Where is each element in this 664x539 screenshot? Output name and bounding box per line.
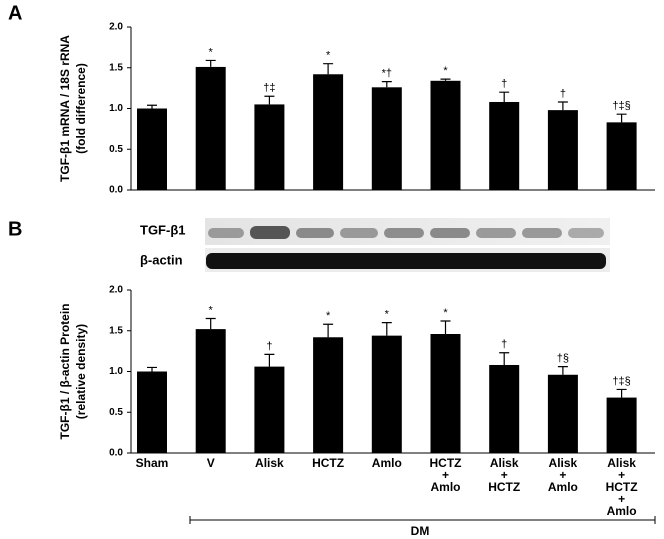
bar (430, 334, 461, 453)
x-tick-label: HCTZ (488, 480, 520, 494)
error-bar (557, 101, 568, 111)
y-axis-label: TGF-β1 / β-actin Protein (58, 304, 72, 440)
bar (313, 337, 344, 453)
y-tick-label: 0.0 (109, 448, 123, 459)
bar (254, 104, 285, 190)
annotation: * (443, 65, 448, 77)
annotation: † (560, 88, 566, 100)
annotation: † (501, 78, 507, 90)
x-tick-label: Amlo (372, 456, 402, 470)
annotation: † (266, 340, 272, 352)
blot-label: TGF-β1 (140, 222, 186, 237)
y-axis-label: TGF-β1 mRNA / 18S rRNA (58, 35, 72, 182)
bar (313, 74, 344, 190)
y-tick-label: 0.5 (109, 144, 123, 155)
error-bar (205, 317, 216, 330)
bar (547, 110, 578, 190)
error-bar (323, 323, 334, 338)
error-bar (264, 353, 275, 367)
annotation: * (385, 309, 390, 321)
x-tick-label: Alisk (255, 456, 284, 470)
x-tick-label: + (442, 468, 449, 482)
bar (371, 87, 402, 190)
bar (606, 122, 637, 190)
x-tick-label: + (501, 468, 508, 482)
x-tick-label: HCTZ (606, 480, 638, 494)
bar (489, 101, 520, 190)
bar (137, 108, 167, 190)
annotation: †§ (557, 353, 569, 365)
x-tick-label: Alisk (490, 456, 519, 470)
error-bar (440, 320, 451, 335)
error-bar (557, 366, 568, 375)
error-bar (440, 78, 451, 81)
bar (606, 397, 637, 453)
annotation: * (209, 304, 214, 316)
y-tick-label: 2.0 (109, 285, 123, 296)
bar (254, 366, 285, 453)
dm-bracket (189, 516, 656, 524)
error-bar (323, 63, 334, 75)
annotation: † (501, 339, 507, 351)
error-bar (147, 104, 157, 109)
error-bar (381, 81, 392, 88)
panel-letter: A (8, 2, 22, 24)
x-tick-label: Alisk (607, 456, 636, 470)
bar (195, 329, 226, 453)
blot-image (205, 218, 610, 272)
bar (489, 364, 520, 453)
y-tick-label: 1.5 (109, 325, 123, 336)
group-label: DM (411, 524, 430, 538)
error-bar (381, 322, 392, 336)
annotation: †‡§ (612, 375, 630, 387)
x-tick-label: + (618, 492, 625, 506)
x-tick-label: Alisk (549, 456, 578, 470)
error-bar (616, 113, 627, 123)
error-bar (147, 366, 157, 372)
y-tick-label: 1.0 (109, 366, 123, 377)
annotation: * (209, 46, 214, 58)
error-bar (205, 59, 216, 67)
bar (137, 371, 167, 453)
error-bar (499, 91, 510, 102)
annotation: †‡ (263, 82, 275, 94)
y-tick-label: 0.5 (109, 407, 123, 418)
y-tick-label: 1.0 (109, 103, 123, 114)
y-tick-label: 2.0 (109, 22, 123, 33)
y-tick-label: 0.0 (109, 185, 123, 196)
bar (547, 374, 578, 453)
annotation: *† (382, 68, 392, 80)
bar (371, 335, 402, 453)
error-bar (264, 95, 275, 105)
bar (195, 66, 226, 190)
x-tick-label: + (618, 468, 625, 482)
error-bar (499, 352, 510, 365)
x-tick-label: Sham (136, 456, 169, 470)
error-bar (616, 388, 627, 398)
y-axis-label: (fold difference) (74, 63, 88, 154)
y-tick-label: 1.5 (109, 62, 123, 73)
annotation: * (326, 50, 331, 62)
blot-label: β-actin (140, 252, 183, 267)
x-tick-label: V (207, 456, 215, 470)
annotation: * (326, 310, 331, 322)
x-tick-label: Amlo (431, 480, 461, 494)
x-tick-label: + (559, 468, 566, 482)
y-axis-label: (relative density) (74, 324, 88, 419)
panel-letter: B (8, 218, 22, 240)
x-tick-label: Amlo (607, 504, 637, 518)
x-tick-label: Amlo (548, 480, 578, 494)
x-tick-label: HCTZ (430, 456, 462, 470)
annotation: †‡§ (612, 100, 630, 112)
bar (430, 80, 461, 190)
x-tick-label: HCTZ (312, 456, 344, 470)
annotation: * (443, 307, 448, 319)
